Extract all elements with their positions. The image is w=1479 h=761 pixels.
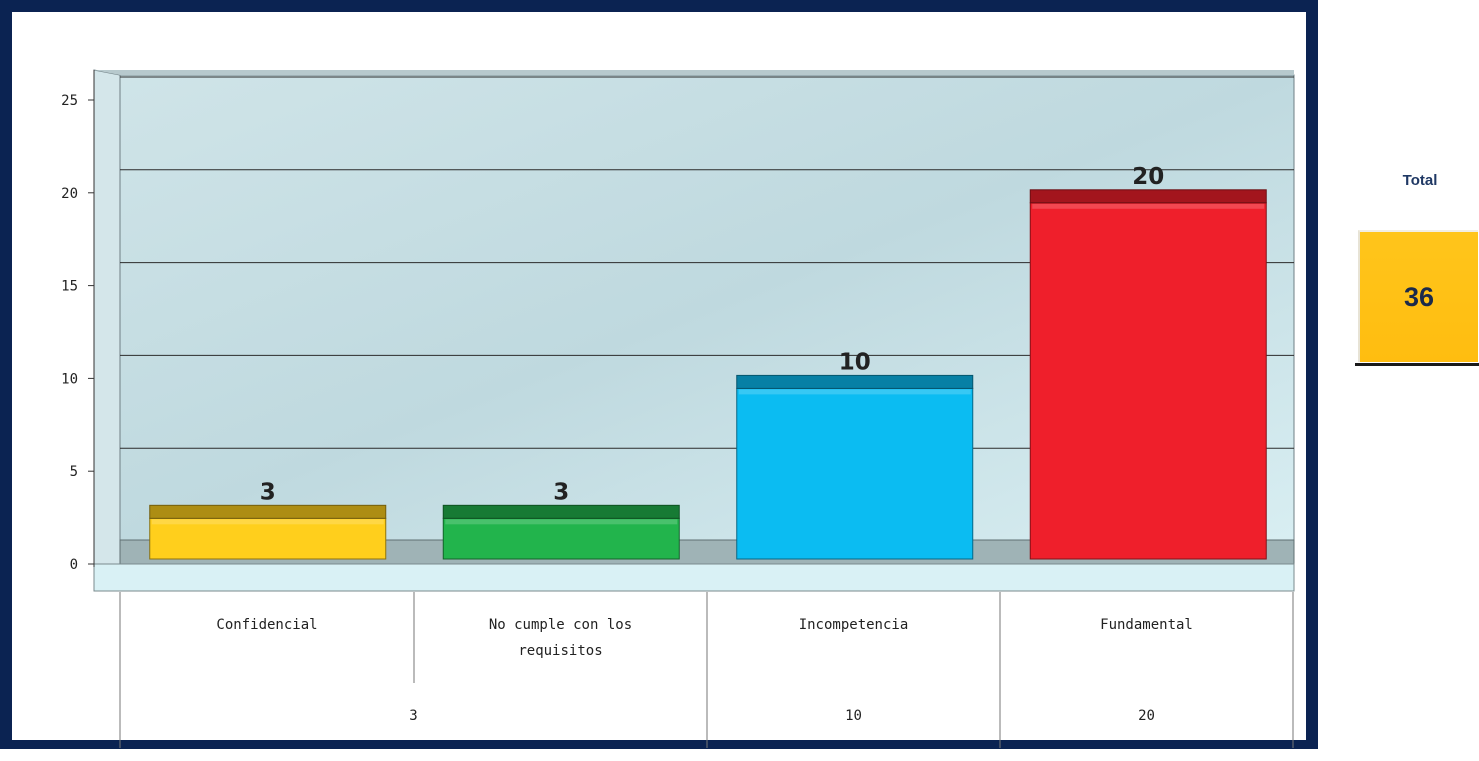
- category-label: Incompetencia: [799, 617, 909, 633]
- bar-top-cap: [442, 504, 680, 519]
- bar-top-cap: [736, 374, 974, 389]
- bar-group: [736, 374, 974, 560]
- total-box: 36: [1358, 230, 1478, 362]
- bar-group: [442, 504, 680, 560]
- data-label: 20: [1132, 164, 1164, 190]
- total-title: Total: [1402, 172, 1438, 189]
- y-tick-label: 25: [61, 93, 78, 109]
- total-underline: [1355, 363, 1479, 366]
- table-value: 10: [845, 708, 862, 724]
- bar-top-cap: [1029, 189, 1267, 204]
- y-tick-label: 0: [70, 557, 78, 573]
- table-value: 3: [409, 708, 417, 724]
- data-label: 10: [839, 349, 871, 375]
- bar-highlight: [151, 519, 384, 525]
- category-label: requisitos: [518, 643, 602, 659]
- bar-group: [149, 504, 387, 560]
- bar: [1029, 202, 1267, 560]
- y-tick-label: 5: [70, 464, 78, 480]
- bar-top-cap: [149, 504, 387, 519]
- table-value: 20: [1138, 708, 1155, 724]
- category-label: Fundamental: [1100, 617, 1193, 633]
- category-label: No cumple con los: [489, 617, 632, 633]
- bar: [149, 517, 387, 560]
- data-label: 3: [260, 479, 276, 505]
- bar-highlight: [445, 519, 678, 525]
- bar-group: [1029, 189, 1267, 560]
- chart-top-edge: [94, 70, 1294, 75]
- y-tick-label: 10: [61, 371, 78, 387]
- chart-side-wall: [93, 69, 121, 568]
- bar-chart: 0 5 10 15 20 25 3 3 10 20 Confidencial No cumple …: [61, 69, 1295, 748]
- bar: [736, 387, 974, 560]
- bar: [442, 517, 680, 560]
- category-label: Confidencial: [216, 617, 317, 633]
- y-tick-label: 15: [61, 279, 78, 295]
- chart-floor-front: [93, 563, 1295, 592]
- bar-highlight: [1032, 203, 1265, 209]
- y-tick-label: 20: [61, 186, 78, 202]
- chart-frame: 0 5 10 15 20 25 3 3 10 20 Confidencial No cumple …: [0, 0, 1318, 749]
- bar-highlight: [738, 389, 971, 395]
- total-value: 36: [1403, 281, 1435, 312]
- data-label: 3: [553, 479, 569, 505]
